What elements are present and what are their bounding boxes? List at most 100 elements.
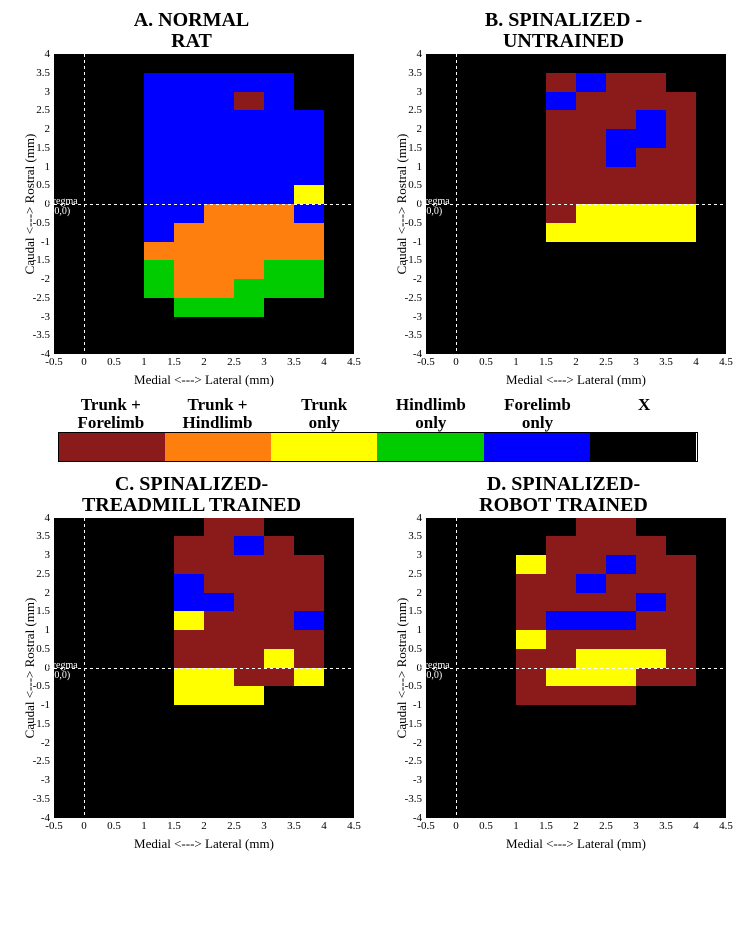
y-tick: -3 [413,774,422,786]
x-tick: 1.5 [539,820,553,832]
y-tick: 1.5 [36,605,50,617]
x-tick: 0.5 [107,820,121,832]
map-cell [546,185,696,204]
y-tick: -1 [413,699,422,711]
y-tick: -3.5 [405,793,422,805]
y-tick: 2.5 [408,568,422,580]
y-tick: 2.5 [36,104,50,116]
map-cell [576,574,606,593]
legend-label: X [591,396,698,432]
y-tick: -3 [413,311,422,323]
map-cell [606,129,666,148]
y-tick: 3.5 [36,530,50,542]
x-tick: 1 [513,820,519,832]
x-tick: 0 [453,820,459,832]
map-cell [516,555,546,574]
x-tick: 3.5 [287,356,301,368]
map-cell [546,92,576,111]
map-cell [174,630,324,649]
y-tick: 2 [45,587,51,599]
bottom-row: C. SPINALIZED- TREADMILL TRAINED Caudal … [10,474,745,852]
y-tick: 4 [45,512,51,524]
y-tick: 0.5 [408,179,422,191]
map-cell [174,611,204,630]
map-cell [294,611,324,630]
panel-a-title: A. NORMAL RAT [10,10,373,52]
map-cell [144,260,174,279]
crosshair-horizontal [426,204,726,205]
legend-label: Hindlimb only [378,396,485,432]
map-cell [546,536,666,555]
x-tick: 2 [201,820,207,832]
panel-b-xlabel: Medial <---> Lateral (mm) [426,372,726,388]
legend-label: Trunk only [271,396,378,432]
map-cell [546,223,696,242]
map-cell [516,630,546,649]
map-cell [294,185,324,204]
y-tick: 1.5 [408,605,422,617]
y-tick: 3 [417,86,423,98]
map-cell [144,167,324,186]
map-cell [174,555,324,574]
panel-d-plot: Bregma (0,0) [426,518,726,818]
x-tick: 4.5 [347,356,361,368]
map-cell [174,649,324,668]
map-cell [546,167,696,186]
bregma-label: Bregma (0,0) [418,197,450,217]
x-tick: 4.5 [347,820,361,832]
x-tick: 3.5 [659,356,673,368]
y-tick: 2 [417,587,423,599]
map-cell [606,148,636,167]
x-tick: 0 [81,356,87,368]
map-cell [144,279,324,298]
y-tick: -1.5 [33,718,50,730]
x-tick: 2.5 [599,356,613,368]
x-tick: 4.5 [719,356,733,368]
y-tick: 4 [45,48,51,60]
bregma-label: Bregma (0,0) [46,661,78,681]
legend: Trunk + ForelimbTrunk + HindlimbTrunk on… [58,396,698,462]
x-tick: 2.5 [599,820,613,832]
y-tick: -1 [413,236,422,248]
legend-swatch [590,433,696,461]
crosshair-horizontal [426,668,726,669]
y-tick: 2.5 [408,104,422,116]
panel-b-plot: Bregma (0,0) [426,54,726,354]
panel-b-plot-wrap: Caudal <---> Rostral (mm) -4-3.5-3-2.5-2… [382,54,745,388]
y-tick: -2.5 [405,755,422,767]
x-tick: 1.5 [167,356,181,368]
x-tick: 4 [321,820,327,832]
panel-d-plot-wrap: Caudal <---> Rostral (mm) -4-3.5-3-2.5-2… [382,518,745,852]
y-tick: 1 [417,161,423,173]
y-tick: 2.5 [36,568,50,580]
y-tick: -2.5 [33,292,50,304]
x-tick: 1 [141,820,147,832]
panel-b: B. SPINALIZED - UNTRAINED Caudal <---> R… [382,10,745,388]
y-tick: 1.5 [36,142,50,154]
x-tick: -0.5 [417,820,434,832]
map-cell [264,260,324,279]
y-tick: 1.5 [408,142,422,154]
x-tick: 0 [453,356,459,368]
crosshair-vertical [84,54,85,354]
map-cell [636,110,666,129]
map-cell [204,204,294,223]
y-tick: -0.5 [405,680,422,692]
map-cell [174,279,234,298]
x-tick: 3.5 [659,820,673,832]
panel-c-title: C. SPINALIZED- TREADMILL TRAINED [10,474,373,516]
y-tick: 1 [417,624,423,636]
top-row: A. NORMAL RAT Caudal <---> Rostral (mm) … [10,10,745,388]
y-tick: 3.5 [408,67,422,79]
y-tick: -2 [413,737,422,749]
x-tick: -0.5 [45,356,62,368]
map-cell [576,204,696,223]
y-tick: -3 [41,311,50,323]
map-cell [576,73,606,92]
y-tick: 0.5 [408,643,422,655]
map-cell [144,242,324,261]
y-tick: -2 [413,273,422,285]
y-tick: 4 [417,512,423,524]
legend-label: Forelimb only [484,396,591,432]
x-tick: -0.5 [417,356,434,368]
